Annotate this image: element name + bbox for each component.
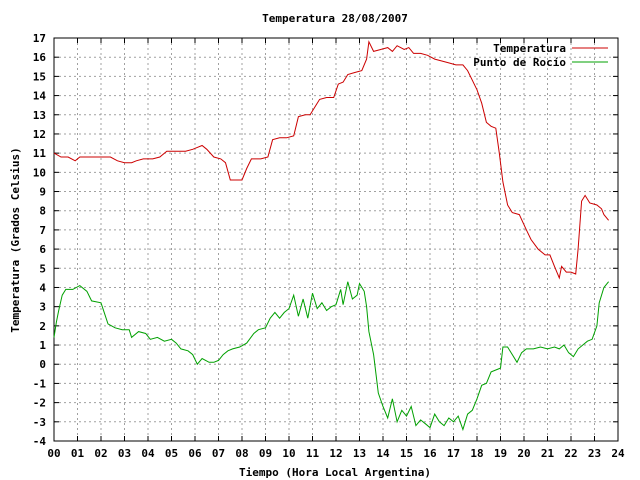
x-tick-label: 00 [47,447,60,460]
y-tick-label: 11 [33,147,47,160]
x-tick-label: 20 [517,447,530,460]
x-tick-label: 24 [611,447,625,460]
series-line-punto-de-rocio [53,281,609,432]
y-tick-label: 0 [39,358,46,371]
y-tick-label: 10 [33,166,46,179]
x-tick-label: 18 [470,447,483,460]
y-tick-label: 7 [39,224,46,237]
axis-ticks [53,37,619,442]
x-tick-label: 08 [235,447,248,460]
y-tick-label: 12 [33,128,46,141]
x-tick-label: 02 [94,447,107,460]
x-tick-label: 12 [329,447,342,460]
y-tick-label: 16 [33,51,47,64]
y-tick-label: 15 [33,70,46,83]
legend-label-punto-de-rocio: Punto de Rocío [473,56,566,69]
x-tick-label: 14 [376,447,390,460]
x-tick-label: 19 [494,447,507,460]
y-tick-label: 8 [39,205,46,218]
x-tick-label: 11 [306,447,320,460]
legend-label-temperatura: Temperatura [493,42,566,55]
y-axis-label: Temperatura (Grados Celsius) [9,147,22,332]
y-tick-label: -3 [33,416,46,429]
x-tick-label: 17 [447,447,460,460]
series-layer [53,40,609,432]
x-tick-label: 15 [400,447,413,460]
y-tick-label: 3 [39,301,46,314]
y-tick-label: 5 [39,262,46,275]
x-tick-label: 10 [282,447,295,460]
x-tick-label: 23 [588,447,601,460]
y-tick-label: 17 [33,32,46,45]
series-line-temperatura [53,40,609,280]
x-tick-label: 13 [353,447,366,460]
x-tick-label: 04 [141,447,155,460]
y-tick-label: -4 [33,435,47,448]
x-tick-label: 09 [259,447,272,460]
x-tick-label: 05 [165,447,178,460]
y-tick-label: 9 [39,186,46,199]
y-tick-label: -2 [33,397,46,410]
x-tick-label: 16 [423,447,437,460]
y-tick-label: 1 [39,339,46,352]
y-tick-label: 4 [39,281,46,294]
x-axis-label: Tiempo (Hora Local Argentina) [239,466,431,479]
x-tick-label: 06 [188,447,202,460]
y-tick-label: 13 [33,109,46,122]
chart-title: Temperatura 28/08/2007 [262,12,408,25]
y-tick-label: 14 [33,90,47,103]
x-tick-label: 01 [71,447,85,460]
y-tick-label: 6 [39,243,46,256]
x-tick-label: 03 [118,447,131,460]
x-tick-label: 07 [212,447,225,460]
x-tick-label: 22 [564,447,577,460]
chart-grid [54,38,618,441]
x-axis-tick-labels: 00 01 02 03 04 05 06 07 08 09 10 11 12 13 14 15 16 17 18 19… [47,447,625,460]
chart-legend: Temperatura Punto de Rocío [473,42,608,69]
y-tick-label: -1 [33,377,47,390]
x-tick-label: 21 [541,447,555,460]
y-tick-label: 2 [39,320,46,333]
